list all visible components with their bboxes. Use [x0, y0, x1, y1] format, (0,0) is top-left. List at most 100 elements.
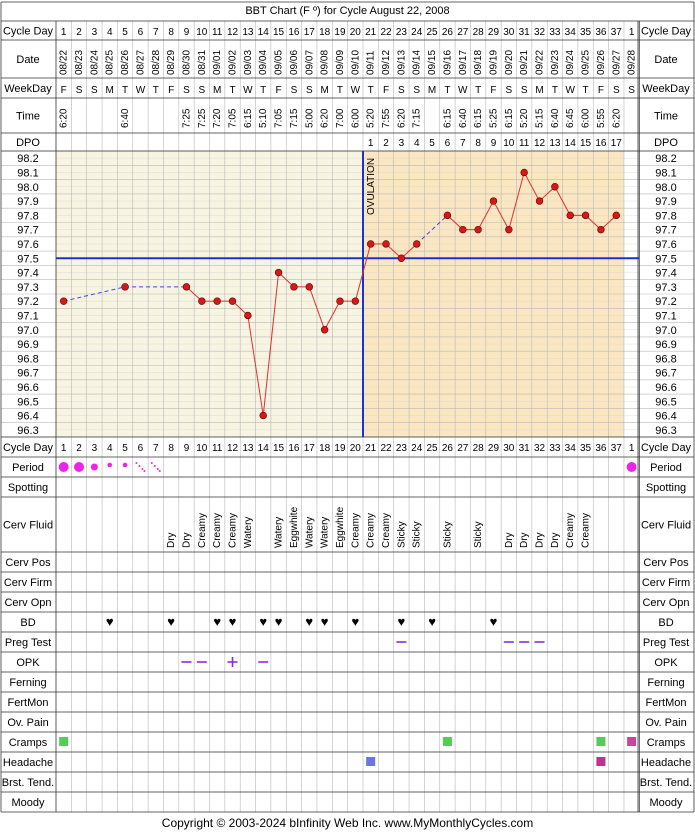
- period-light-dot: [107, 462, 113, 468]
- row-label-period: Period: [12, 462, 44, 474]
- dpo-label: 3: [399, 138, 405, 149]
- time-label: 7:05: [228, 108, 239, 128]
- time-label: 5:20: [519, 108, 530, 128]
- weekday-label: S: [613, 85, 620, 96]
- cycle-day-label-bottom: 30: [503, 443, 515, 454]
- cycle-day-label-bottom: 12: [227, 443, 239, 454]
- y-tick-label-left: 96.6: [17, 382, 38, 394]
- temp-point-day-21: [366, 240, 375, 248]
- y-tick-label-right: 98.0: [655, 182, 676, 194]
- weekday-label: S: [183, 85, 190, 96]
- row-label-bd: BD: [20, 617, 35, 629]
- temp-interpolated-segment: [63, 286, 126, 302]
- cerv-fluid-label: Watery: [274, 517, 285, 548]
- date-label: 09/09: [335, 50, 346, 75]
- weekday-label: S: [91, 85, 98, 96]
- weekday-label: F: [61, 85, 67, 96]
- dpo-label: 15: [580, 138, 592, 149]
- temp-segment: [554, 186, 571, 216]
- time-label: 6:40: [458, 108, 469, 128]
- cycle-day-label-bottom: 6: [138, 443, 144, 454]
- date-label: 08/24: [89, 50, 100, 75]
- weekday-label: F: [490, 85, 496, 96]
- cerv-fluid-label: Dry: [535, 532, 546, 548]
- row-label-cerv_opn: Cerv Opn: [4, 597, 51, 609]
- row-label-cycle_day: Cycle Day: [3, 26, 54, 38]
- dpo-label: 4: [414, 138, 420, 149]
- row-label-cramps: Cramps: [9, 737, 48, 749]
- cycle-day-label-bottom: 7: [153, 443, 159, 454]
- cycle-day-label: 35: [580, 27, 592, 38]
- temp-point-day-29: [489, 197, 498, 205]
- temp-point-day-33: [551, 183, 559, 191]
- row-label-cerv_opn-right: Cerv Opn: [642, 597, 689, 609]
- temp-point-day-17: [305, 283, 313, 291]
- dpo-label: 11: [519, 138, 530, 149]
- row-label-dpo: DPO: [16, 137, 40, 149]
- weekday-label: T: [122, 85, 128, 96]
- date-label: 09/02: [228, 50, 239, 75]
- date-label: 09/13: [396, 50, 407, 75]
- weekday-label: W: [351, 85, 361, 96]
- period-spotting-dot: [138, 465, 141, 467]
- weekday-label: M: [428, 85, 436, 96]
- time-label: 7:15: [412, 108, 423, 128]
- cycle-day-label: 31: [519, 27, 531, 38]
- weekday-label: T: [552, 85, 558, 96]
- dpo-label: 12: [534, 138, 546, 149]
- period-spotting-dot: [135, 462, 138, 464]
- y-tick-label-left: 96.8: [17, 353, 38, 365]
- bd-heart-icon: ♥: [398, 614, 406, 629]
- row-label-period-right: Period: [650, 462, 682, 474]
- date-label: 09/07: [304, 50, 315, 75]
- dpo-label: 16: [595, 138, 607, 149]
- cycle-day-label: 23: [396, 27, 408, 38]
- cycle-day-label-bottom: 16: [288, 443, 300, 454]
- temp-point-day-26: [443, 211, 452, 220]
- row-label-cerv_firm: Cerv Firm: [4, 577, 52, 589]
- time-label: 6:40: [120, 108, 131, 128]
- temp-point-day-27: [459, 225, 467, 234]
- temp-segment: [523, 172, 540, 202]
- cycle-day-label: 26: [442, 27, 454, 38]
- cycle-day-label-bottom: 17: [304, 443, 316, 454]
- time-label: 6:20: [396, 108, 407, 128]
- period-spotting-dot: [153, 465, 156, 467]
- temp-point-day-12: [228, 297, 237, 305]
- date-label: 08/23: [74, 50, 85, 75]
- weekday-label: M: [213, 85, 221, 96]
- cerv-fluid-label: Creamy: [197, 513, 208, 548]
- cycle-day-label-bottom: 26: [442, 443, 454, 454]
- row-label-cramps-right: Cramps: [647, 737, 686, 749]
- temp-segment: [324, 300, 341, 330]
- cerv-fluid-label: Sticky: [412, 521, 423, 548]
- y-tick-label-left: 96.9: [17, 339, 38, 351]
- row-label-spotting-right: Spotting: [646, 482, 686, 494]
- cycle-day-label-bottom: 1: [629, 443, 635, 454]
- cycle-day-label: 33: [549, 27, 561, 38]
- cycle-day-label-bottom: 5: [122, 443, 128, 454]
- time-label: 7:15: [289, 108, 300, 128]
- period-spotting-dot: [141, 468, 144, 470]
- temp-segment: [247, 315, 264, 416]
- period-spotting-dot: [143, 470, 146, 472]
- cerv-fluid-label: Eggwhite: [335, 506, 346, 548]
- date-label: 09/21: [519, 50, 530, 75]
- date-label: 08/26: [120, 50, 131, 75]
- cycle-day-label: 6: [138, 27, 144, 38]
- bd-heart-icon: ♥: [106, 614, 114, 629]
- row-label-cerv_firm-right: Cerv Firm: [642, 577, 690, 589]
- date-label: 09/04: [258, 50, 269, 75]
- time-label: 6:15: [243, 108, 254, 128]
- row-label-cycle_day-right: Cycle Day: [641, 26, 692, 38]
- bd-heart-icon: ♥: [305, 614, 313, 629]
- weekday-label: W: [458, 85, 468, 96]
- row-label-fertmon-right: FertMon: [646, 697, 687, 709]
- weekday-label: T: [153, 85, 159, 96]
- date-label: 08/28: [151, 50, 162, 75]
- row-label-ferning-right: Ferning: [647, 677, 684, 689]
- ovulation-label: OVULATION: [366, 158, 377, 215]
- cycle-day-label-bottom: 31: [519, 443, 531, 454]
- bd-heart-icon: ♥: [351, 614, 359, 629]
- temp-point-day-28: [474, 225, 482, 234]
